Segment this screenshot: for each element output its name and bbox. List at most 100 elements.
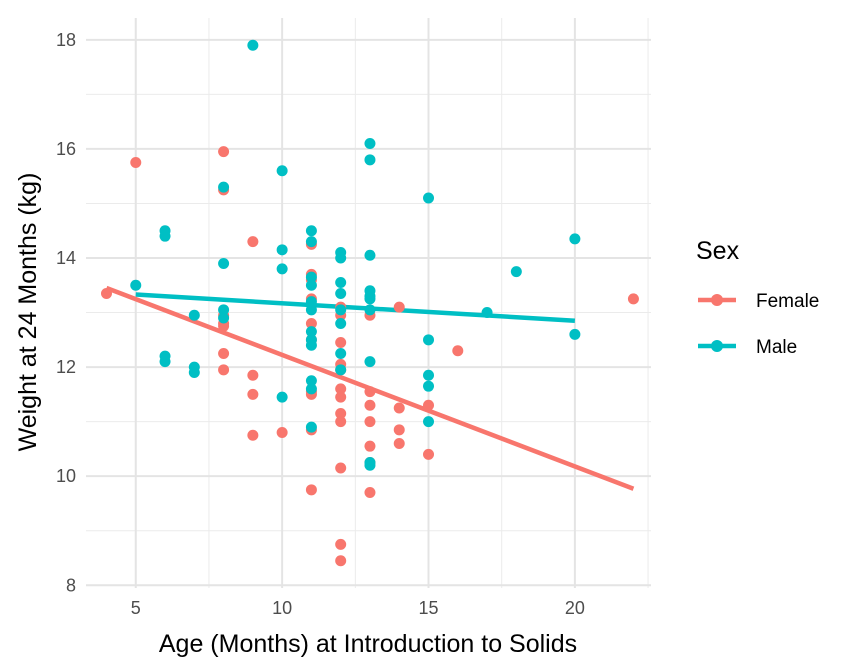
point-male <box>305 271 317 283</box>
point-male <box>423 192 435 204</box>
legend-title: Sex <box>696 237 740 265</box>
point-male <box>335 304 347 316</box>
point-female <box>335 391 347 403</box>
point-male <box>569 328 581 340</box>
point-female <box>218 364 230 376</box>
legend: Sex Female Male <box>696 237 819 358</box>
point-female <box>364 416 376 428</box>
point-female <box>247 236 259 248</box>
y-tick-label: 16 <box>56 139 76 159</box>
point-male <box>276 263 288 275</box>
point-female <box>393 402 405 414</box>
point-male <box>218 304 230 316</box>
point-female <box>218 320 230 332</box>
point-male <box>218 312 230 324</box>
point-male <box>305 304 317 316</box>
point-female <box>247 369 259 381</box>
point-male <box>364 304 376 316</box>
point-male <box>423 334 435 346</box>
point-male <box>569 233 581 245</box>
point-male <box>305 383 317 395</box>
point-male <box>364 293 376 305</box>
point-male <box>305 279 317 291</box>
point-female <box>335 462 347 474</box>
point-male <box>276 244 288 256</box>
point-female <box>423 399 435 411</box>
point-female <box>335 407 347 419</box>
point-female <box>335 555 347 567</box>
point-male <box>364 459 376 471</box>
y-tick-label: 18 <box>56 30 76 50</box>
y-tick-label: 12 <box>56 357 76 377</box>
point-male <box>305 296 317 308</box>
point-female <box>247 429 259 441</box>
point-male <box>335 364 347 376</box>
point-female <box>364 386 376 398</box>
x-tick-label: 15 <box>418 598 438 618</box>
point-male <box>481 307 493 319</box>
point-female <box>335 416 347 428</box>
point-male <box>364 154 376 166</box>
point-female <box>218 146 230 158</box>
point-male <box>335 317 347 329</box>
point-male <box>305 339 317 351</box>
point-male <box>276 165 288 177</box>
point-female <box>305 317 317 329</box>
point-female <box>364 399 376 411</box>
x-tick-label: 10 <box>272 598 292 618</box>
y-axis-ticks: 8 10 12 14 16 18 <box>56 30 76 595</box>
y-tick-label: 14 <box>56 248 76 268</box>
x-tick-label: 20 <box>565 598 585 618</box>
point-female <box>452 345 464 357</box>
point-male <box>188 309 200 321</box>
y-tick-label: 10 <box>56 466 76 486</box>
point-female <box>130 157 142 169</box>
point-male <box>335 277 347 289</box>
point-female <box>100 287 112 299</box>
legend-label-male: Male <box>756 337 797 358</box>
point-male <box>276 391 288 403</box>
point-male <box>130 279 142 291</box>
point-male <box>364 356 376 368</box>
point-female <box>305 484 317 496</box>
point-male <box>305 225 317 237</box>
point-male <box>247 39 259 51</box>
point-male <box>510 266 522 278</box>
point-male <box>423 416 435 428</box>
point-male <box>218 257 230 269</box>
point-male <box>364 249 376 261</box>
point-male <box>423 380 435 392</box>
legend-label-female: Female <box>756 291 819 312</box>
point-male <box>159 356 171 368</box>
point-male <box>423 369 435 381</box>
trend-line-male <box>135 292 576 323</box>
point-female <box>364 440 376 452</box>
point-female <box>276 427 288 439</box>
y-axis-title: Weight at 24 Months (kg) <box>14 173 42 452</box>
point-female <box>247 388 259 400</box>
point-female <box>393 301 405 313</box>
point-male <box>335 347 347 359</box>
point-male <box>364 137 376 149</box>
point-male <box>305 326 317 338</box>
point-male <box>305 421 317 433</box>
point-female <box>393 424 405 436</box>
x-tick-label: 5 <box>131 598 141 618</box>
point-female <box>335 383 347 395</box>
y-tick-label: 8 <box>66 575 76 595</box>
legend-marker-female <box>711 294 723 306</box>
x-axis-title: Age (Months) at Introduction to Solids <box>159 630 577 658</box>
point-male <box>335 287 347 299</box>
point-male <box>159 230 171 242</box>
point-male <box>188 367 200 379</box>
data-points <box>100 39 639 567</box>
legend-items: Female Male <box>698 291 819 358</box>
point-female <box>627 293 639 305</box>
point-female <box>335 538 347 550</box>
point-female <box>218 347 230 359</box>
point-female <box>364 487 376 499</box>
point-male <box>305 236 317 248</box>
point-female <box>335 337 347 349</box>
point-female <box>423 448 435 460</box>
